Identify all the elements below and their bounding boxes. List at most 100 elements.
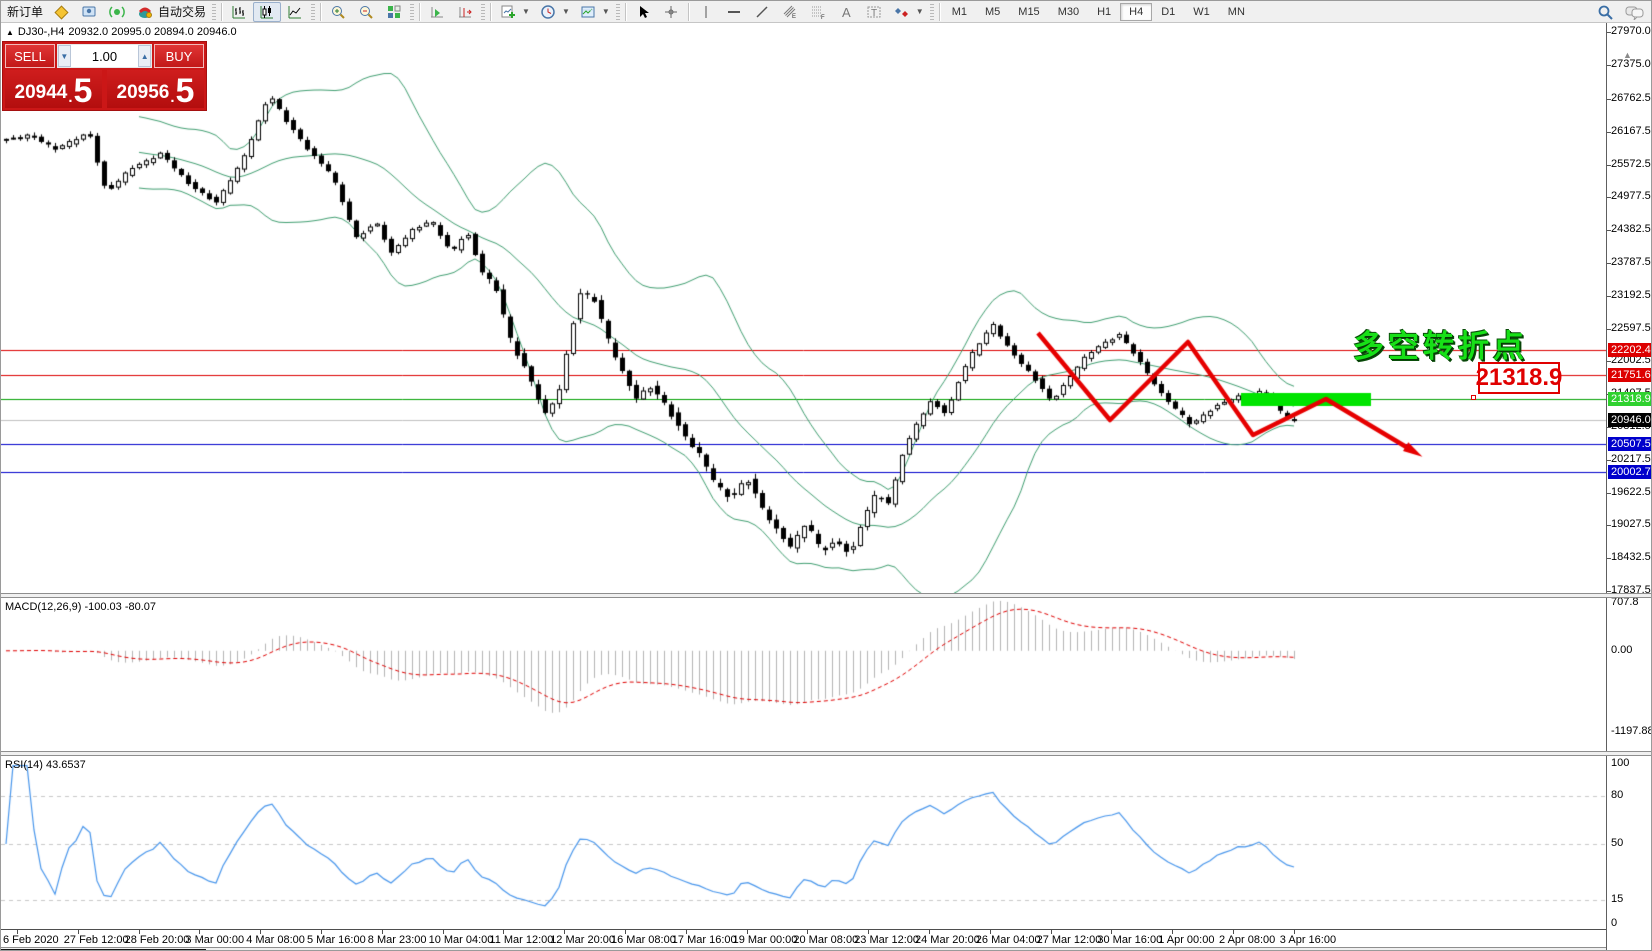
axis-tick-label: 0 [1611,917,1618,929]
auto-scroll-button[interactable] [423,2,451,22]
timeframe-M30[interactable]: M30 [1057,5,1080,18]
metaeditor-button[interactable] [47,2,75,22]
chart-shift-button[interactable] [451,2,479,22]
text-button[interactable]: A [832,2,860,22]
template-chart-icon [578,2,598,22]
sell-price-pip: 5 [73,72,93,110]
time-tick [17,930,18,934]
auto-trading-icon [135,2,155,22]
tile-windows-button[interactable] [380,2,408,22]
toolbar-grip [481,3,486,20]
time-axis-label: 3 Mar 00:00 [185,934,245,946]
time-tick [929,930,930,934]
new-order-label: 新订单 [7,5,44,19]
periods-button[interactable]: ▼ [534,2,574,22]
toolbar-separator [221,2,223,21]
time-axis-label: 11 Mar 12:00 [489,934,554,946]
time-axis-label: 30 Mar 16:00 [1097,934,1163,946]
new-chart-button[interactable]: ▼ [494,2,534,22]
time-axis-label: 27 Feb 12:00 [63,934,129,946]
macd-panel: MACD(12,26,9) -100.03 -80.07 [1,598,1606,751]
axis-tick [1607,230,1611,231]
metaeditor-icon [51,2,71,22]
trendline-icon [752,2,772,22]
price-level-box[interactable]: 21318.9 [1476,362,1562,394]
axis-tick [1607,263,1611,264]
rsi-panel: RSI(14) 43.6537 [1,756,1606,929]
lot-decrease-button[interactable]: ▼ [58,45,71,67]
toolbar-grip [311,3,316,20]
cursor-button[interactable] [629,2,657,22]
time-axis-label: 8 Mar 23:00 [367,934,427,946]
new-order-button[interactable]: 新订单 [3,2,47,22]
axis-tick-label: 26762.5 [1611,92,1651,104]
timeframe-H1[interactable]: H1 [1097,5,1112,18]
one-click-trading-panel: SELL ▼ ▲ BUY 20944.5 20956.5 [3,42,206,110]
timeframe-M1[interactable]: M1 [951,5,967,18]
time-axis-label: 20 Mar 08:00 [793,934,859,946]
axis-tick-label: 100 [1611,757,1630,769]
auto-trading-button[interactable]: 自动交易 [131,2,210,22]
timeframe-M5[interactable]: M5 [985,5,1001,18]
candlestick-chart-button[interactable] [253,1,282,22]
line-chart-button[interactable] [281,2,309,22]
market-watch-button[interactable] [75,2,103,22]
sell-button[interactable]: SELL [5,44,55,68]
timeframe-M15[interactable]: M15 [1018,5,1040,18]
time-axis-label: 2 Apr 08:00 [1219,934,1276,946]
chart-symbol-header: ▲ DJ30-,H4 20932.0 20995.0 20894.0 20946… [6,26,237,38]
zoom-out-button[interactable] [352,2,380,22]
zoom-in-button[interactable] [324,2,352,22]
chart-shift-marker[interactable]: ▲ [1623,50,1632,60]
time-axis[interactable]: 6 Feb 2020 27 Feb 12:00 28 Feb 20:00 3 Mar … [1,929,1606,947]
trendline-button[interactable] [748,2,776,22]
panel-sizer[interactable] [1,751,1651,756]
buy-price-dot: . [170,89,175,106]
time-tick [77,930,79,934]
timeframe-D1[interactable]: D1 [1161,5,1176,18]
fibonacci-button[interactable]: F [804,2,832,22]
equidistant-channel-icon: E [780,2,800,22]
rsi-label: RSI(14) 43.6537 [5,759,86,771]
lot-size-input[interactable] [70,45,139,67]
chat-icon[interactable] [1625,2,1645,22]
panel-sizer[interactable] [1,593,1651,598]
lot-increase-button[interactable]: ▲ [138,45,152,67]
time-axis-label: 23 Mar 12:00 [854,934,920,946]
vertical-line-icon [696,2,716,22]
axis-tick [1607,591,1611,592]
templates-button[interactable]: ▼ [574,2,614,22]
search-icon[interactable] [1595,2,1615,22]
axis-tick-label: 80 [1611,789,1624,801]
active-chart-tab-indicator[interactable] [1,949,206,950]
macd-canvas[interactable] [1,598,1606,751]
horizontal-line-button[interactable] [720,2,748,22]
equidistant-channel-button[interactable]: E [776,2,804,22]
toolbar-separator [938,2,940,21]
crosshair-button[interactable] [657,2,685,22]
sell-price-main: 20944 [14,82,68,103]
signals-button[interactable] [103,2,131,22]
price-axis[interactable]: 27970.0 27375.0 26762.5 26167.5 25572.5 24977… [1607,23,1651,950]
text-label-button[interactable]: T [860,2,888,22]
bar-chart-button[interactable] [225,2,253,22]
axis-tick [1607,99,1611,100]
timeframe-H4[interactable]: H4 [1120,2,1153,21]
price-level-label: 22202.4 [1608,343,1651,357]
buy-button[interactable]: BUY [154,44,204,68]
text-label-icon: T [864,2,884,22]
vertical-line-button[interactable] [692,2,720,22]
chart-workspace: ▲ DJ30-,H4 20932.0 20995.0 20894.0 20946… [1,23,1651,950]
time-axis-label: 17 Mar 16:00 [671,934,737,946]
arrows-button[interactable]: ▼ [888,2,928,22]
rsi-canvas[interactable] [1,756,1606,929]
buy-price[interactable]: 20956. 5 [107,70,204,108]
price-level-label: 20002.7 [1608,465,1651,479]
timeframe-W1[interactable]: W1 [1193,5,1210,18]
main-chart-canvas[interactable] [1,23,1606,593]
time-tick [1293,930,1295,934]
timeframe-MN[interactable]: MN [1227,5,1245,18]
collapse-panel-icon[interactable]: ▲ [6,27,14,37]
time-tick [564,930,566,934]
sell-price[interactable]: 20944. 5 [5,70,102,108]
